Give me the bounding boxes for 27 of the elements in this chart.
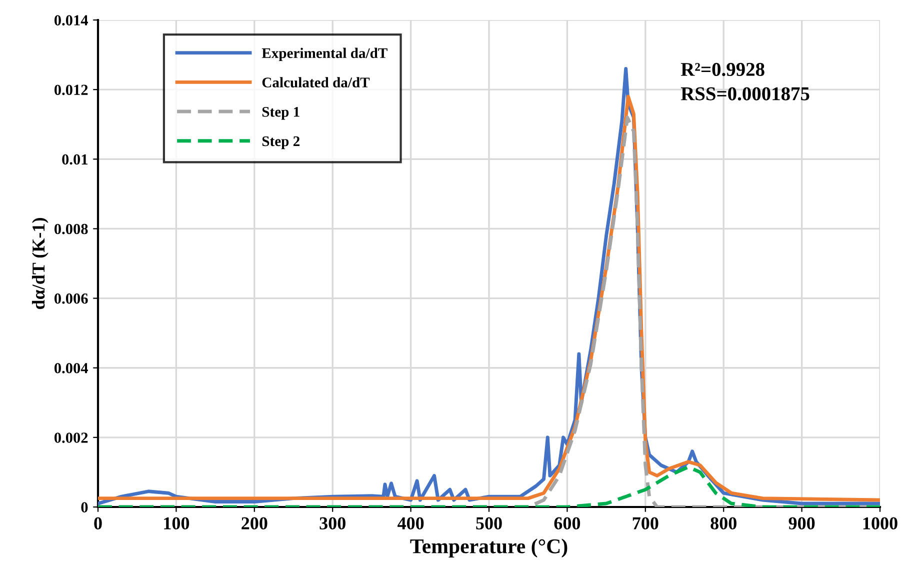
legend-label: Step 2 (262, 136, 300, 150)
legend-label: Step 1 (262, 106, 300, 120)
y-tick-label: 0.002 (54, 432, 88, 443)
y-tick-label: 0.004 (54, 363, 88, 374)
y-tick-label: 0 (81, 502, 88, 512)
x-tick-label: 200 (242, 517, 268, 530)
x-tick-label: 400 (398, 517, 424, 530)
x-axis-title: Temperature (°C) (410, 538, 568, 558)
y-tick-label: 0.012 (54, 84, 88, 96)
y-tick-label: 0.006 (54, 293, 88, 304)
x-tick-label: 800 (710, 517, 736, 530)
legend-label: Calculated da/dT (262, 77, 370, 88)
x-tick-label: 300 (320, 517, 346, 530)
annotation: R²=0.9928 (680, 62, 764, 76)
x-tick-label: 900 (788, 517, 815, 530)
y-tick-label: 0.01 (62, 154, 88, 165)
y-axis-title: dα/dT (K-1) (32, 218, 48, 310)
legend-label: Experimental da/dT (262, 48, 388, 62)
x-tick-label: 0 (94, 517, 102, 530)
x-tick-label: 1000 (863, 517, 898, 530)
x-tick-label: 500 (476, 517, 502, 530)
y-tick-label: 0.008 (54, 224, 88, 234)
x-tick-label: 700 (632, 517, 658, 530)
x-tick-label: 600 (554, 517, 580, 530)
y-tick-label: 0.014 (54, 15, 88, 26)
annotation: RSS=0.0001875 (680, 87, 810, 100)
x-tick-label: 100 (164, 517, 190, 530)
